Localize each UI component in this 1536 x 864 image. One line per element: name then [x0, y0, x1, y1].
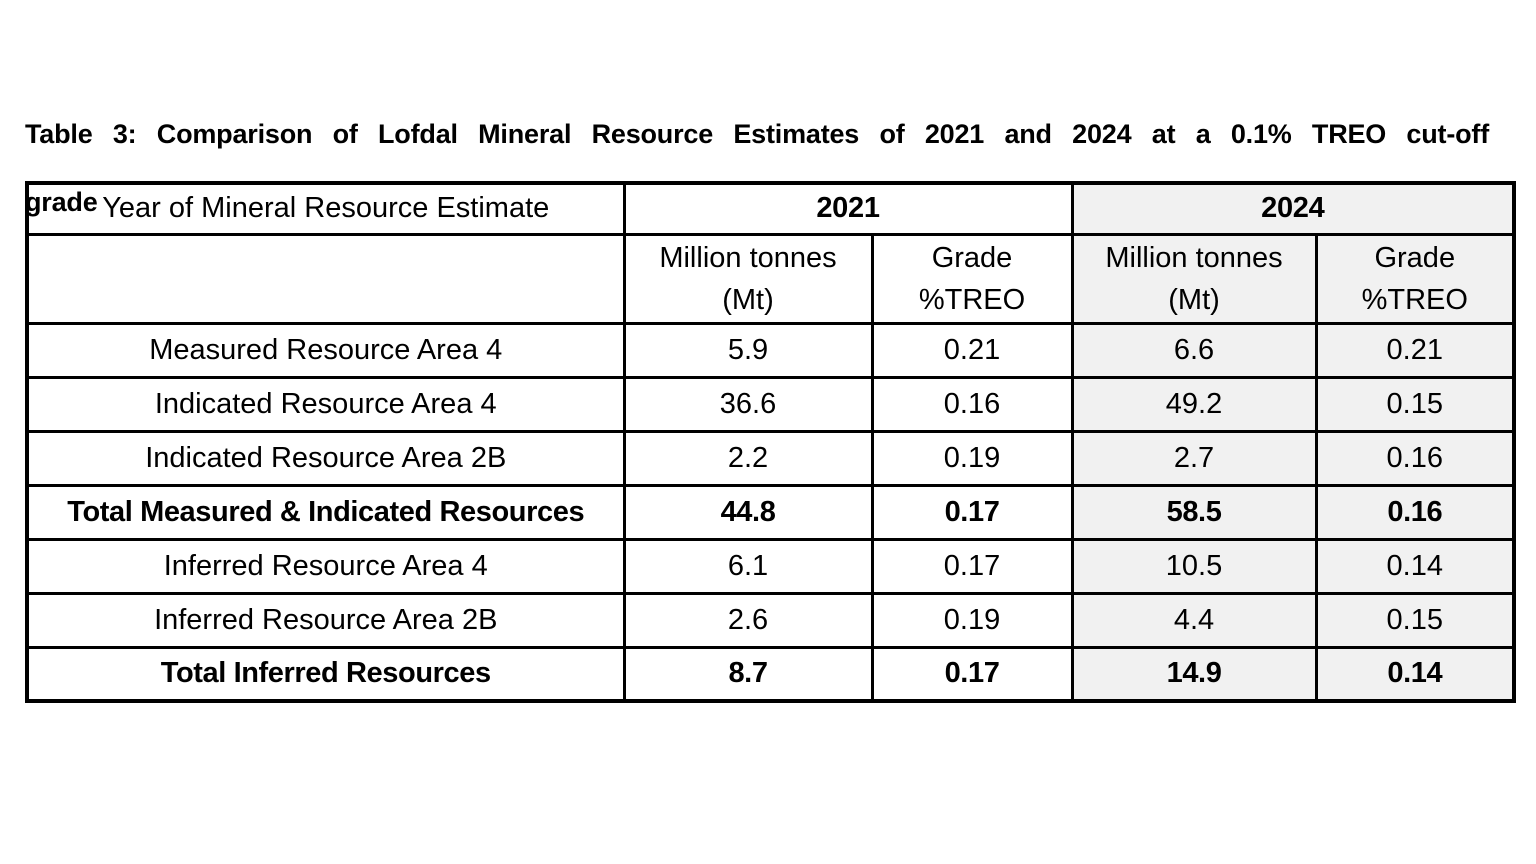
- value-cell-2024-grade: 0.15: [1314, 591, 1516, 649]
- table-row-total-inferred: Total Inferred Resources 8.7 0.17 14.9 0…: [25, 645, 1516, 703]
- value-cell-2024-mt: 49.2: [1070, 375, 1318, 433]
- value-cell-2024-mt: 14.9: [1070, 645, 1318, 703]
- corner-header-cell: Year of Mineral Resource Estimate: [25, 181, 626, 236]
- value-cell-2021-mt: 6.1: [622, 537, 874, 595]
- value-cell-2021-grade: 0.19: [870, 591, 1074, 649]
- row-label-total: Total Inferred Resources: [25, 645, 626, 703]
- year-header-2024: 2024: [1070, 181, 1516, 236]
- subheader-2021-tonnage: Million tonnes (Mt): [622, 232, 874, 325]
- value-cell-2024-grade: 0.14: [1314, 537, 1516, 595]
- subheader-line: %TREO: [1361, 283, 1468, 316]
- year-header-row: Year of Mineral Resource Estimate 2021 2…: [25, 181, 1516, 236]
- value-cell-2024-mt: 6.6: [1070, 321, 1318, 379]
- table-caption-line1: Table 3: Comparison of Lofdal Mineral Re…: [25, 119, 1489, 149]
- value-cell-2021-grade: 0.21: [870, 321, 1074, 379]
- row-label: Inferred Resource Area 4: [25, 537, 626, 595]
- subheader-line: (Mt): [1168, 283, 1220, 316]
- subheader-2024-grade: Grade %TREO: [1314, 232, 1516, 325]
- value-cell-2024-grade: 0.15: [1314, 375, 1516, 433]
- value-cell-2021-mt: 8.7: [622, 645, 874, 703]
- value-cell-2024-grade: 0.16: [1314, 429, 1516, 487]
- table-row-measured-area4: Measured Resource Area 4 5.9 0.21 6.6 0.…: [25, 321, 1516, 379]
- value-cell-2021-grade: 0.17: [870, 483, 1074, 541]
- value-cell-2024-grade: 0.14: [1314, 645, 1516, 703]
- value-cell-2024-mt: 10.5: [1070, 537, 1318, 595]
- value-cell-2024-grade: 0.21: [1314, 321, 1516, 379]
- value-cell-2024-grade: 0.16: [1314, 483, 1516, 541]
- value-cell-2021-mt: 5.9: [622, 321, 874, 379]
- value-cell-2021-grade: 0.17: [870, 537, 1074, 595]
- mineral-resource-table: Year of Mineral Resource Estimate 2021 2…: [25, 181, 1517, 703]
- value-cell-2021-grade: 0.19: [870, 429, 1074, 487]
- table-row-inferred-area2b: Inferred Resource Area 2B 2.6 0.19 4.4 0…: [25, 591, 1516, 649]
- table-row-indicated-area4: Indicated Resource Area 4 36.6 0.16 49.2…: [25, 375, 1516, 433]
- empty-label-cell: [25, 232, 626, 325]
- row-label: Indicated Resource Area 4: [25, 375, 626, 433]
- value-cell-2021-grade: 0.17: [870, 645, 1074, 703]
- subheader-2021-grade: Grade %TREO: [870, 232, 1074, 325]
- value-cell-2021-grade: 0.16: [870, 375, 1074, 433]
- table-row-indicated-area2b: Indicated Resource Area 2B 2.2 0.19 2.7 …: [25, 429, 1516, 487]
- subheader-line: Million tonnes: [659, 241, 837, 274]
- subheader-line: %TREO: [918, 283, 1026, 316]
- table-row-inferred-area4: Inferred Resource Area 4 6.1 0.17 10.5 0…: [25, 537, 1516, 595]
- row-label: Measured Resource Area 4: [25, 321, 626, 379]
- sub-header-row: Million tonnes (Mt) Grade %TREO Million …: [25, 232, 1516, 325]
- value-cell-2021-mt: 2.2: [622, 429, 874, 487]
- value-cell-2021-mt: 44.8: [622, 483, 874, 541]
- value-cell-2024-mt: 2.7: [1070, 429, 1318, 487]
- value-cell-2021-mt: 2.6: [622, 591, 874, 649]
- subheader-2024-tonnage: Million tonnes (Mt): [1070, 232, 1318, 325]
- row-label: Indicated Resource Area 2B: [25, 429, 626, 487]
- row-label-total: Total Measured & Indicated Resources: [25, 483, 626, 541]
- subheader-line: (Mt): [722, 283, 774, 316]
- value-cell-2024-mt: 58.5: [1070, 483, 1318, 541]
- subheader-line: Million tonnes: [1105, 241, 1283, 274]
- value-cell-2024-mt: 4.4: [1070, 591, 1318, 649]
- value-cell-2021-mt: 36.6: [622, 375, 874, 433]
- table-row-total-measured-indicated: Total Measured & Indicated Resources 44.…: [25, 483, 1516, 541]
- subheader-line: Grade: [1374, 241, 1456, 274]
- row-label: Inferred Resource Area 2B: [25, 591, 626, 649]
- year-header-2021: 2021: [622, 181, 1074, 236]
- subheader-line: Grade: [931, 241, 1013, 274]
